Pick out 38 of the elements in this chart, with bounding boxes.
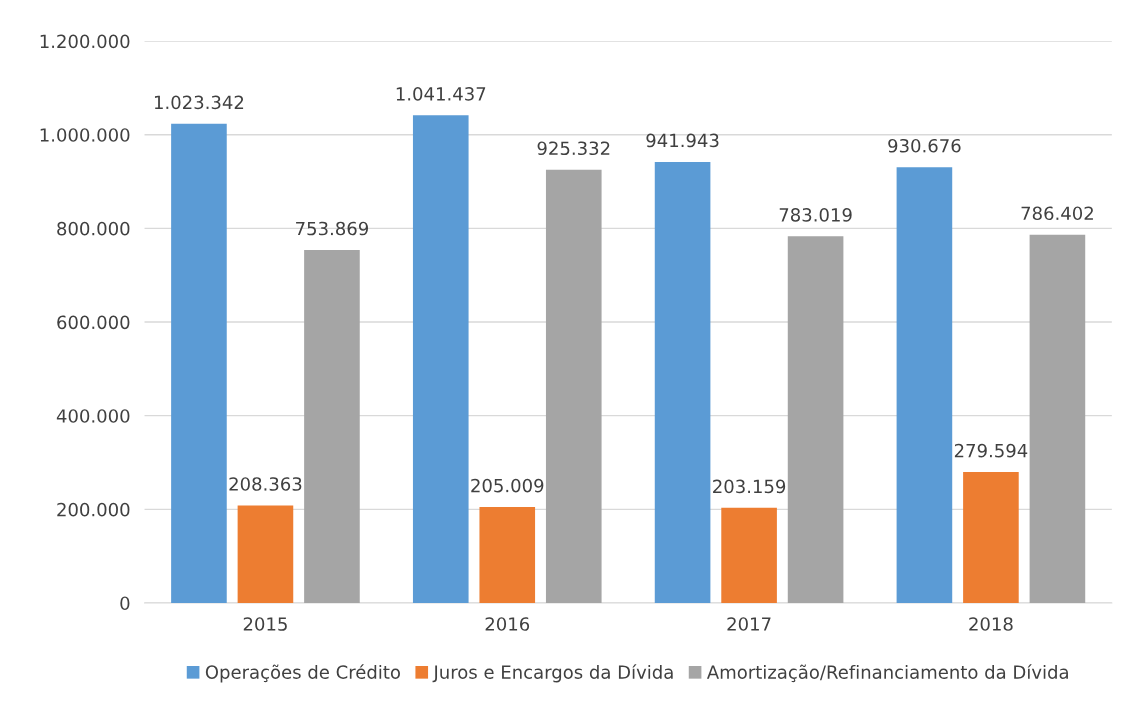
bar	[545, 169, 602, 603]
legend-label: Amortização/Refinanciamento da Dívida	[706, 664, 1068, 683]
data-label: 941.943	[646, 133, 719, 148]
data-label: 753.869	[296, 221, 368, 236]
bar	[304, 249, 360, 603]
data-label: 1.023.342	[154, 95, 244, 110]
legend-label: Juros e Encargos da Dívida	[432, 664, 673, 683]
data-label: 930.676	[888, 138, 961, 153]
data-label: 786.402	[1021, 206, 1093, 221]
y-tick-label: 800.000	[57, 221, 130, 236]
bar	[412, 115, 469, 603]
y-tick-label: 200.000	[57, 502, 130, 517]
bar	[787, 236, 844, 603]
x-tick-label: 2015	[243, 617, 287, 631]
y-tick-label: 400.000	[56, 409, 130, 423]
bar	[479, 506, 536, 603]
bar	[654, 161, 711, 603]
bar	[721, 507, 777, 603]
bar	[963, 472, 1019, 603]
x-tick-label: 2018	[969, 617, 1013, 631]
bar	[1029, 234, 1086, 603]
data-label: 205.009	[471, 478, 544, 493]
y-tick-label: 1.200.000	[40, 34, 130, 49]
data-label: 208.363	[229, 477, 302, 491]
x-tick-label: 2017	[727, 617, 771, 631]
data-label: 203.159	[713, 479, 786, 494]
data-label: 279.594	[954, 443, 1028, 458]
y-tick-label: 0	[120, 596, 130, 611]
bar	[237, 505, 294, 603]
legend-label: Operações de Crédito	[205, 664, 400, 683]
bar	[896, 167, 953, 603]
y-tick-label: 1.000.000	[40, 128, 130, 142]
data-label: 1.041.437	[396, 87, 486, 101]
data-label: 783.019	[779, 208, 852, 222]
data-label: 925.332	[537, 141, 610, 156]
x-tick-label: 2016	[485, 617, 530, 631]
y-tick-label: 600.000	[57, 315, 130, 330]
bar	[171, 123, 227, 603]
